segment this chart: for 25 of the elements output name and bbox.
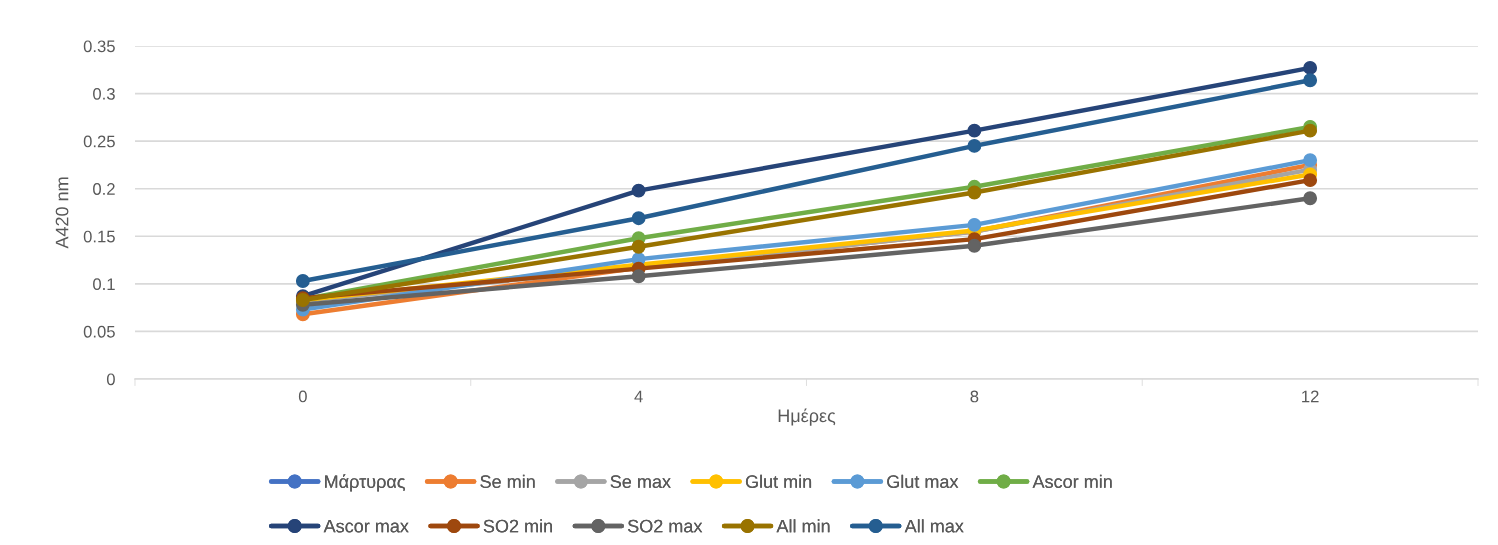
x-tick-label: 8 — [970, 390, 979, 403]
y-tick-label: 0.3 — [93, 87, 115, 100]
y-tick-label: 0.15 — [83, 230, 115, 243]
legend-label: Ascor max — [323, 519, 409, 533]
legend-label: Ascor min — [1032, 474, 1112, 489]
x-tick-label: 0 — [298, 390, 307, 403]
legend-label: Glut min — [745, 474, 812, 489]
legend-label: Μάρτυρας — [325, 474, 405, 492]
legend-label: SO2 min — [483, 519, 552, 533]
legend-label: SO2 max — [628, 519, 703, 533]
y-tick-label: 0.25 — [83, 135, 115, 148]
legend-label: Se min — [480, 474, 535, 489]
y-tick-label: 0.2 — [93, 183, 115, 195]
x-tick-label: 12 — [1302, 390, 1319, 403]
y-tick-label: 0.35 — [83, 40, 115, 53]
y-tick-label: 0.1 — [93, 278, 115, 291]
y-tick-label: 0 — [106, 373, 115, 386]
x-axis-title: Ημέρες — [778, 408, 836, 426]
legend-label: All min — [776, 519, 830, 533]
legend-label: Glut max — [887, 474, 959, 489]
y-axis-title: A420 nm — [55, 177, 69, 249]
legend-label: All max — [904, 519, 964, 533]
legend-label: Se max — [610, 475, 671, 489]
x-tick-label: 4 — [634, 390, 643, 403]
y-tick-label: 0.05 — [83, 325, 115, 338]
